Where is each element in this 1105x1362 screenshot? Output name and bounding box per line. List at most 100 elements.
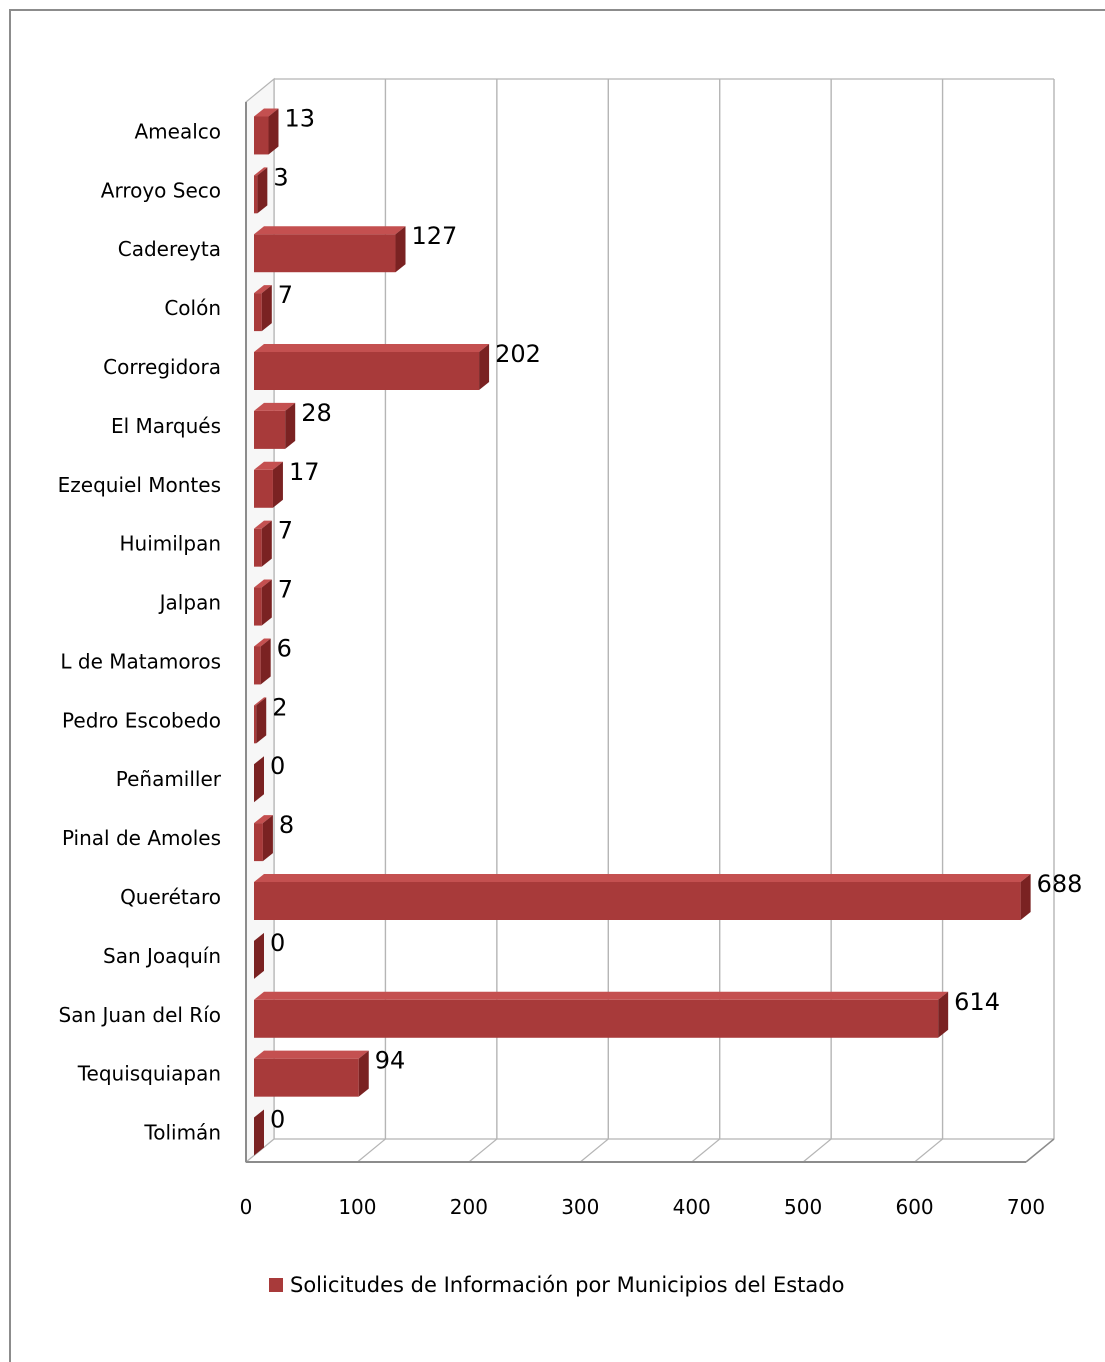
- bar-side: [938, 991, 949, 1038]
- x-tick-label: 700: [1007, 1195, 1045, 1219]
- bar-top: [254, 461, 283, 470]
- data-label: 0: [270, 752, 285, 780]
- bar-side: [358, 1050, 369, 1097]
- bar: [254, 108, 279, 155]
- x-tick-label: 600: [895, 1195, 933, 1219]
- bar: [254, 1109, 264, 1156]
- floor-line: [468, 1138, 498, 1163]
- bar-front: [254, 469, 273, 508]
- bar-top: [254, 1050, 369, 1059]
- bar: [254, 815, 273, 862]
- floor-line: [802, 1138, 832, 1163]
- bar-front: [254, 116, 269, 155]
- bar-side: [254, 756, 264, 803]
- data-label: 0: [270, 1106, 285, 1134]
- data-label: 688: [1037, 870, 1083, 898]
- bar-top: [254, 874, 1031, 882]
- data-label: 0: [270, 929, 285, 957]
- bar-side: [262, 815, 273, 862]
- bar-top: [254, 520, 272, 529]
- category-label: Cadereyta: [118, 237, 221, 261]
- bar-side: [254, 932, 264, 979]
- bar: [254, 402, 296, 449]
- bar-front: [254, 1058, 359, 1097]
- bar-side: [268, 108, 279, 155]
- category-label: Corregidora: [103, 355, 221, 379]
- data-label: 127: [412, 222, 458, 250]
- bar-top: [254, 402, 296, 411]
- bar-top: [254, 991, 949, 1000]
- bar-front: [254, 410, 286, 449]
- legend-label: Solicitudes de Información por Municipio…: [290, 1273, 844, 1297]
- bar-top: [254, 815, 273, 824]
- floor-line: [914, 1138, 943, 1163]
- category-label: Pinal de Amoles: [62, 826, 221, 850]
- bar: [254, 638, 271, 685]
- legend: Solicitudes de Información por Municipio…: [269, 1273, 844, 1297]
- bar: [254, 344, 490, 390]
- data-label: 2: [272, 693, 287, 721]
- bar: [254, 756, 264, 803]
- category-label: Arroyo Seco: [101, 178, 221, 202]
- data-label: 3: [273, 163, 288, 191]
- bar-side: [261, 520, 272, 567]
- category-label: El Marqués: [111, 414, 221, 438]
- category-label: Querétaro: [120, 885, 221, 909]
- category-label: Pedro Escobedo: [62, 708, 221, 732]
- category-label: Tequisquiapan: [77, 1062, 221, 1086]
- data-label: 614: [954, 988, 1000, 1016]
- bar-top: [254, 285, 272, 294]
- floor-line: [579, 1138, 609, 1163]
- category-label: Amealco: [134, 119, 221, 143]
- bar: [254, 991, 949, 1038]
- category-label: Jalpan: [158, 591, 221, 615]
- chart-frame: [9, 9, 1105, 1362]
- x-tick-label: 300: [561, 1195, 599, 1219]
- data-label: 13: [284, 104, 315, 132]
- bar-side: [285, 402, 296, 449]
- bar: [254, 697, 267, 744]
- bar-side: [256, 697, 267, 744]
- bar-side: [272, 461, 283, 508]
- x-tick-label: 100: [338, 1195, 376, 1219]
- bar-front: [254, 999, 939, 1038]
- bar-top: [254, 108, 279, 117]
- bar: [254, 520, 272, 567]
- bar-side: [261, 579, 272, 626]
- bar: [254, 1050, 369, 1097]
- legend-swatch: [269, 1278, 283, 1292]
- bar-side: [261, 285, 272, 332]
- bar-front: [254, 293, 262, 332]
- category-label: San Juan del Río: [59, 1003, 221, 1027]
- data-label: 202: [495, 340, 541, 368]
- bar: [254, 226, 406, 273]
- x-tick-label: 0: [240, 1195, 253, 1219]
- data-label: 8: [279, 811, 294, 839]
- x-tick-label: 200: [450, 1195, 488, 1219]
- bar-top: [254, 226, 406, 235]
- category-label: L de Matamoros: [60, 649, 221, 673]
- bar: [254, 579, 272, 626]
- bar: [254, 461, 283, 508]
- floor-line: [691, 1138, 721, 1163]
- bar-top: [254, 638, 271, 647]
- category-label: Colón: [164, 296, 221, 320]
- bar-side: [479, 344, 490, 390]
- bar-front: [254, 587, 262, 626]
- bar: [254, 932, 264, 979]
- floor-right-edge: [1025, 1138, 1055, 1163]
- data-label: 94: [375, 1047, 406, 1075]
- category-label: Peñamiller: [116, 767, 222, 791]
- bar: [254, 874, 1031, 920]
- category-label: San Joaquín: [103, 944, 221, 968]
- bar: [254, 167, 268, 214]
- data-label: 28: [301, 399, 332, 427]
- bar-front: [254, 352, 480, 390]
- bar-side: [1020, 874, 1031, 920]
- bar-top: [254, 579, 272, 588]
- bar-front: [254, 528, 262, 567]
- bar-side: [254, 1109, 264, 1156]
- bar-top: [254, 344, 490, 352]
- bar-front: [254, 823, 263, 862]
